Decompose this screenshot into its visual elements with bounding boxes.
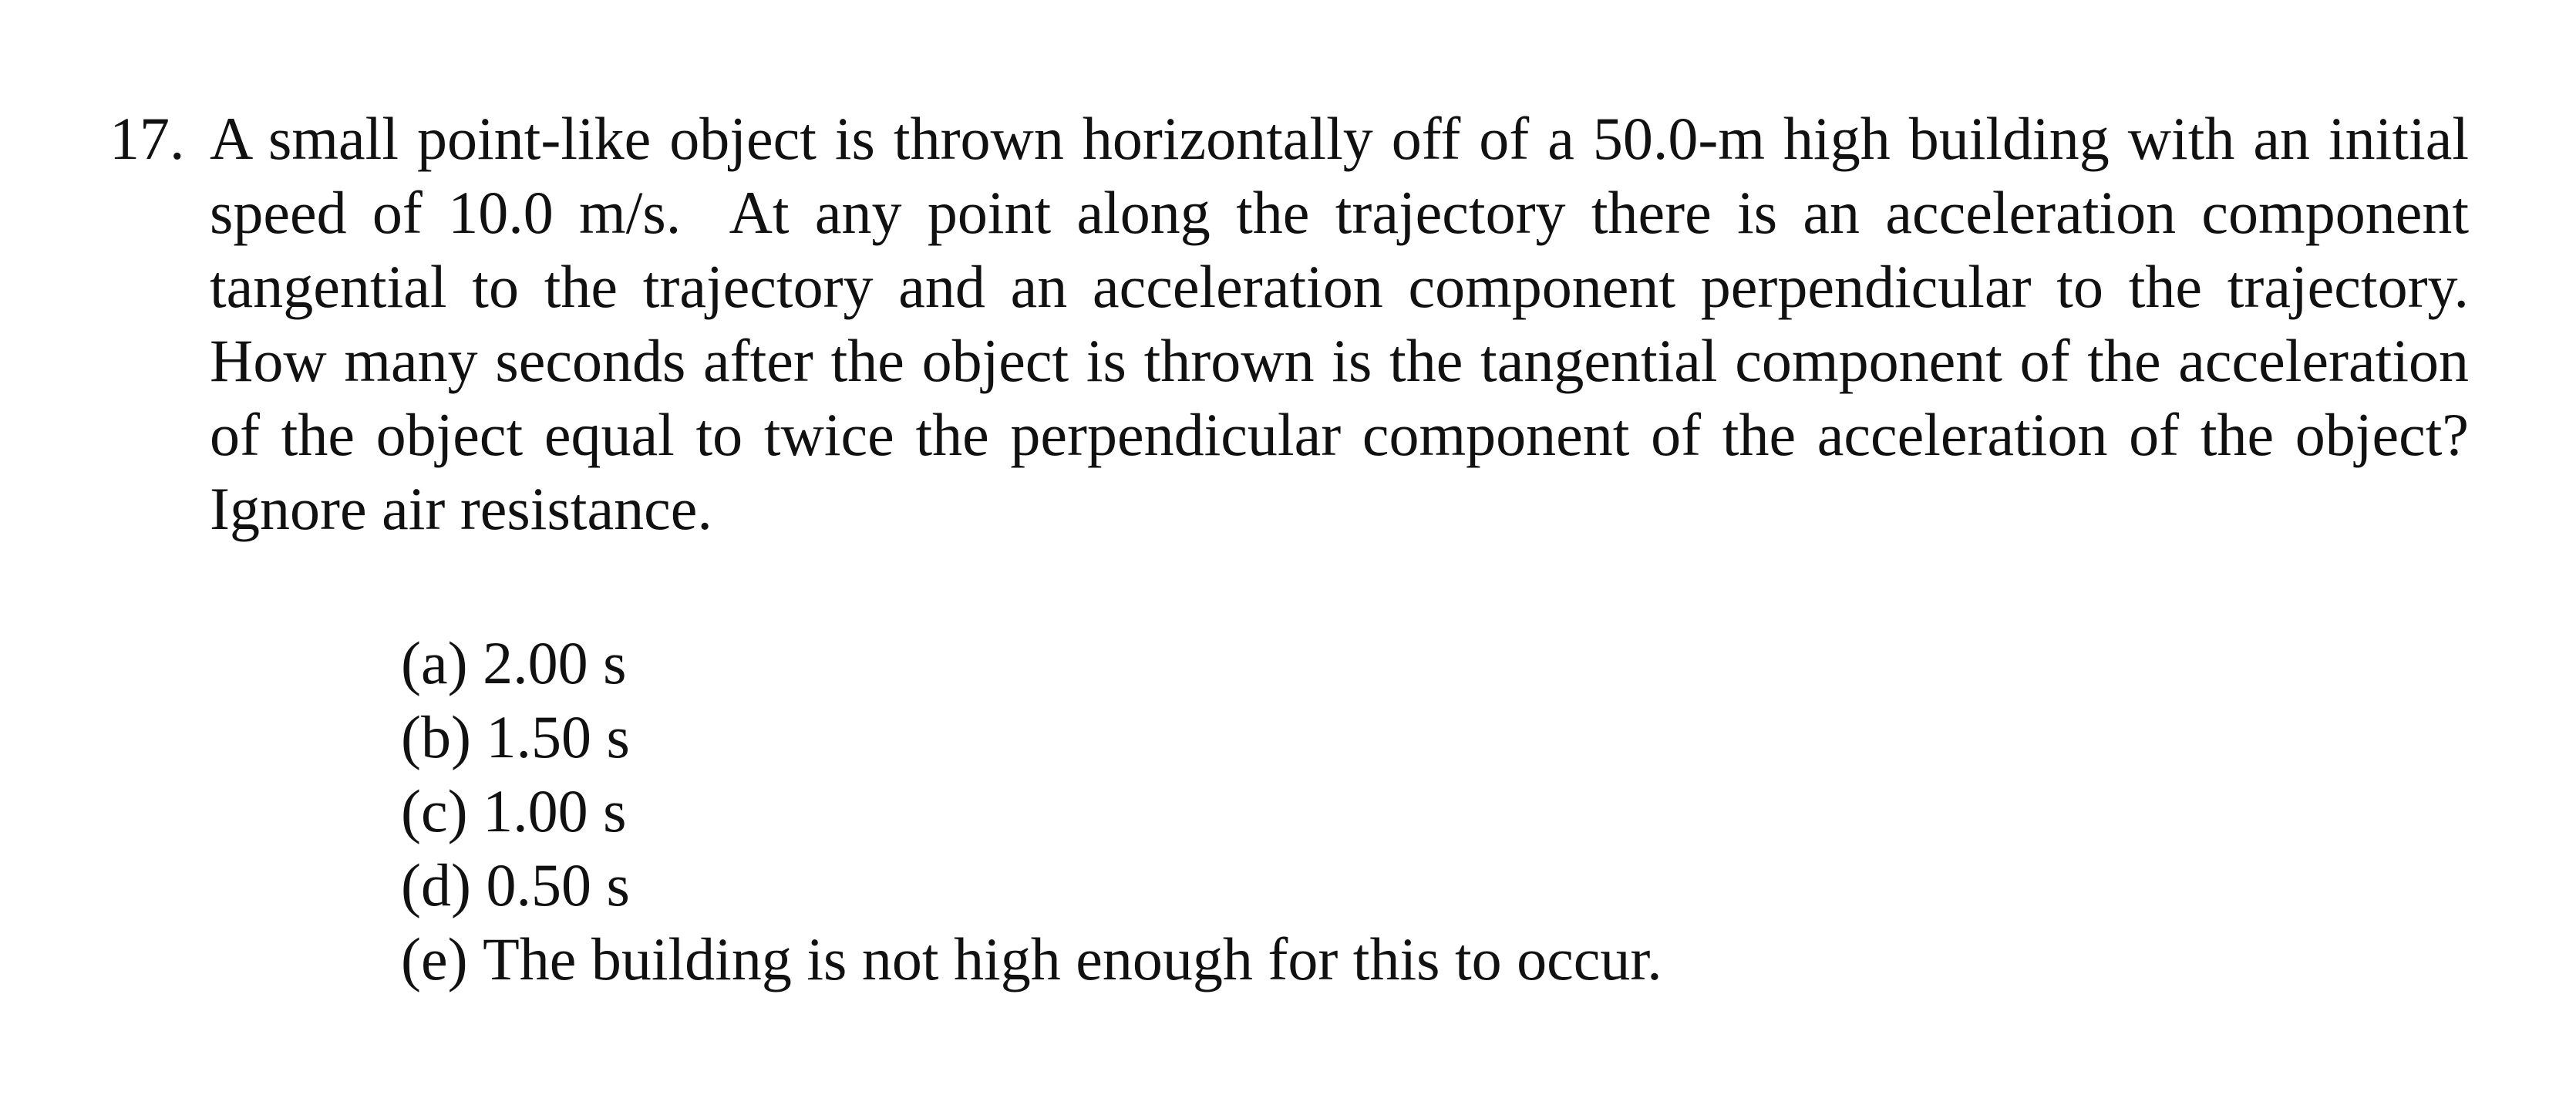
choice-b: (b) 1.50 s bbox=[401, 700, 2329, 774]
choice-label: (d) bbox=[401, 851, 471, 918]
question-text: A small point-like object is thrown hori… bbox=[210, 105, 2499, 542]
choice-label: (a) bbox=[401, 629, 468, 696]
choice-text: 1.50 s bbox=[486, 703, 630, 770]
choice-text: 1.00 s bbox=[483, 777, 627, 844]
choice-label: (c) bbox=[401, 777, 468, 844]
choice-d: (d) 0.50 s bbox=[401, 848, 2329, 922]
choice-a: (a) 2.00 s bbox=[401, 626, 2329, 700]
choice-c: (c) 1.00 s bbox=[401, 774, 2329, 848]
question-number: 17. bbox=[109, 105, 185, 172]
choice-text: 2.00 s bbox=[483, 629, 627, 696]
choice-label: (b) bbox=[401, 703, 471, 770]
answer-choices: (a) 2.00 s (b) 1.50 s (c) 1.00 s (d) 0.50 s … bbox=[401, 626, 2329, 996]
choice-text: The building is not high enough for this… bbox=[483, 925, 1662, 992]
choice-e: (e) The building is not high enough for t… bbox=[401, 922, 2329, 996]
choice-text: 0.50 s bbox=[486, 851, 630, 918]
choice-label: (e) bbox=[401, 925, 468, 992]
